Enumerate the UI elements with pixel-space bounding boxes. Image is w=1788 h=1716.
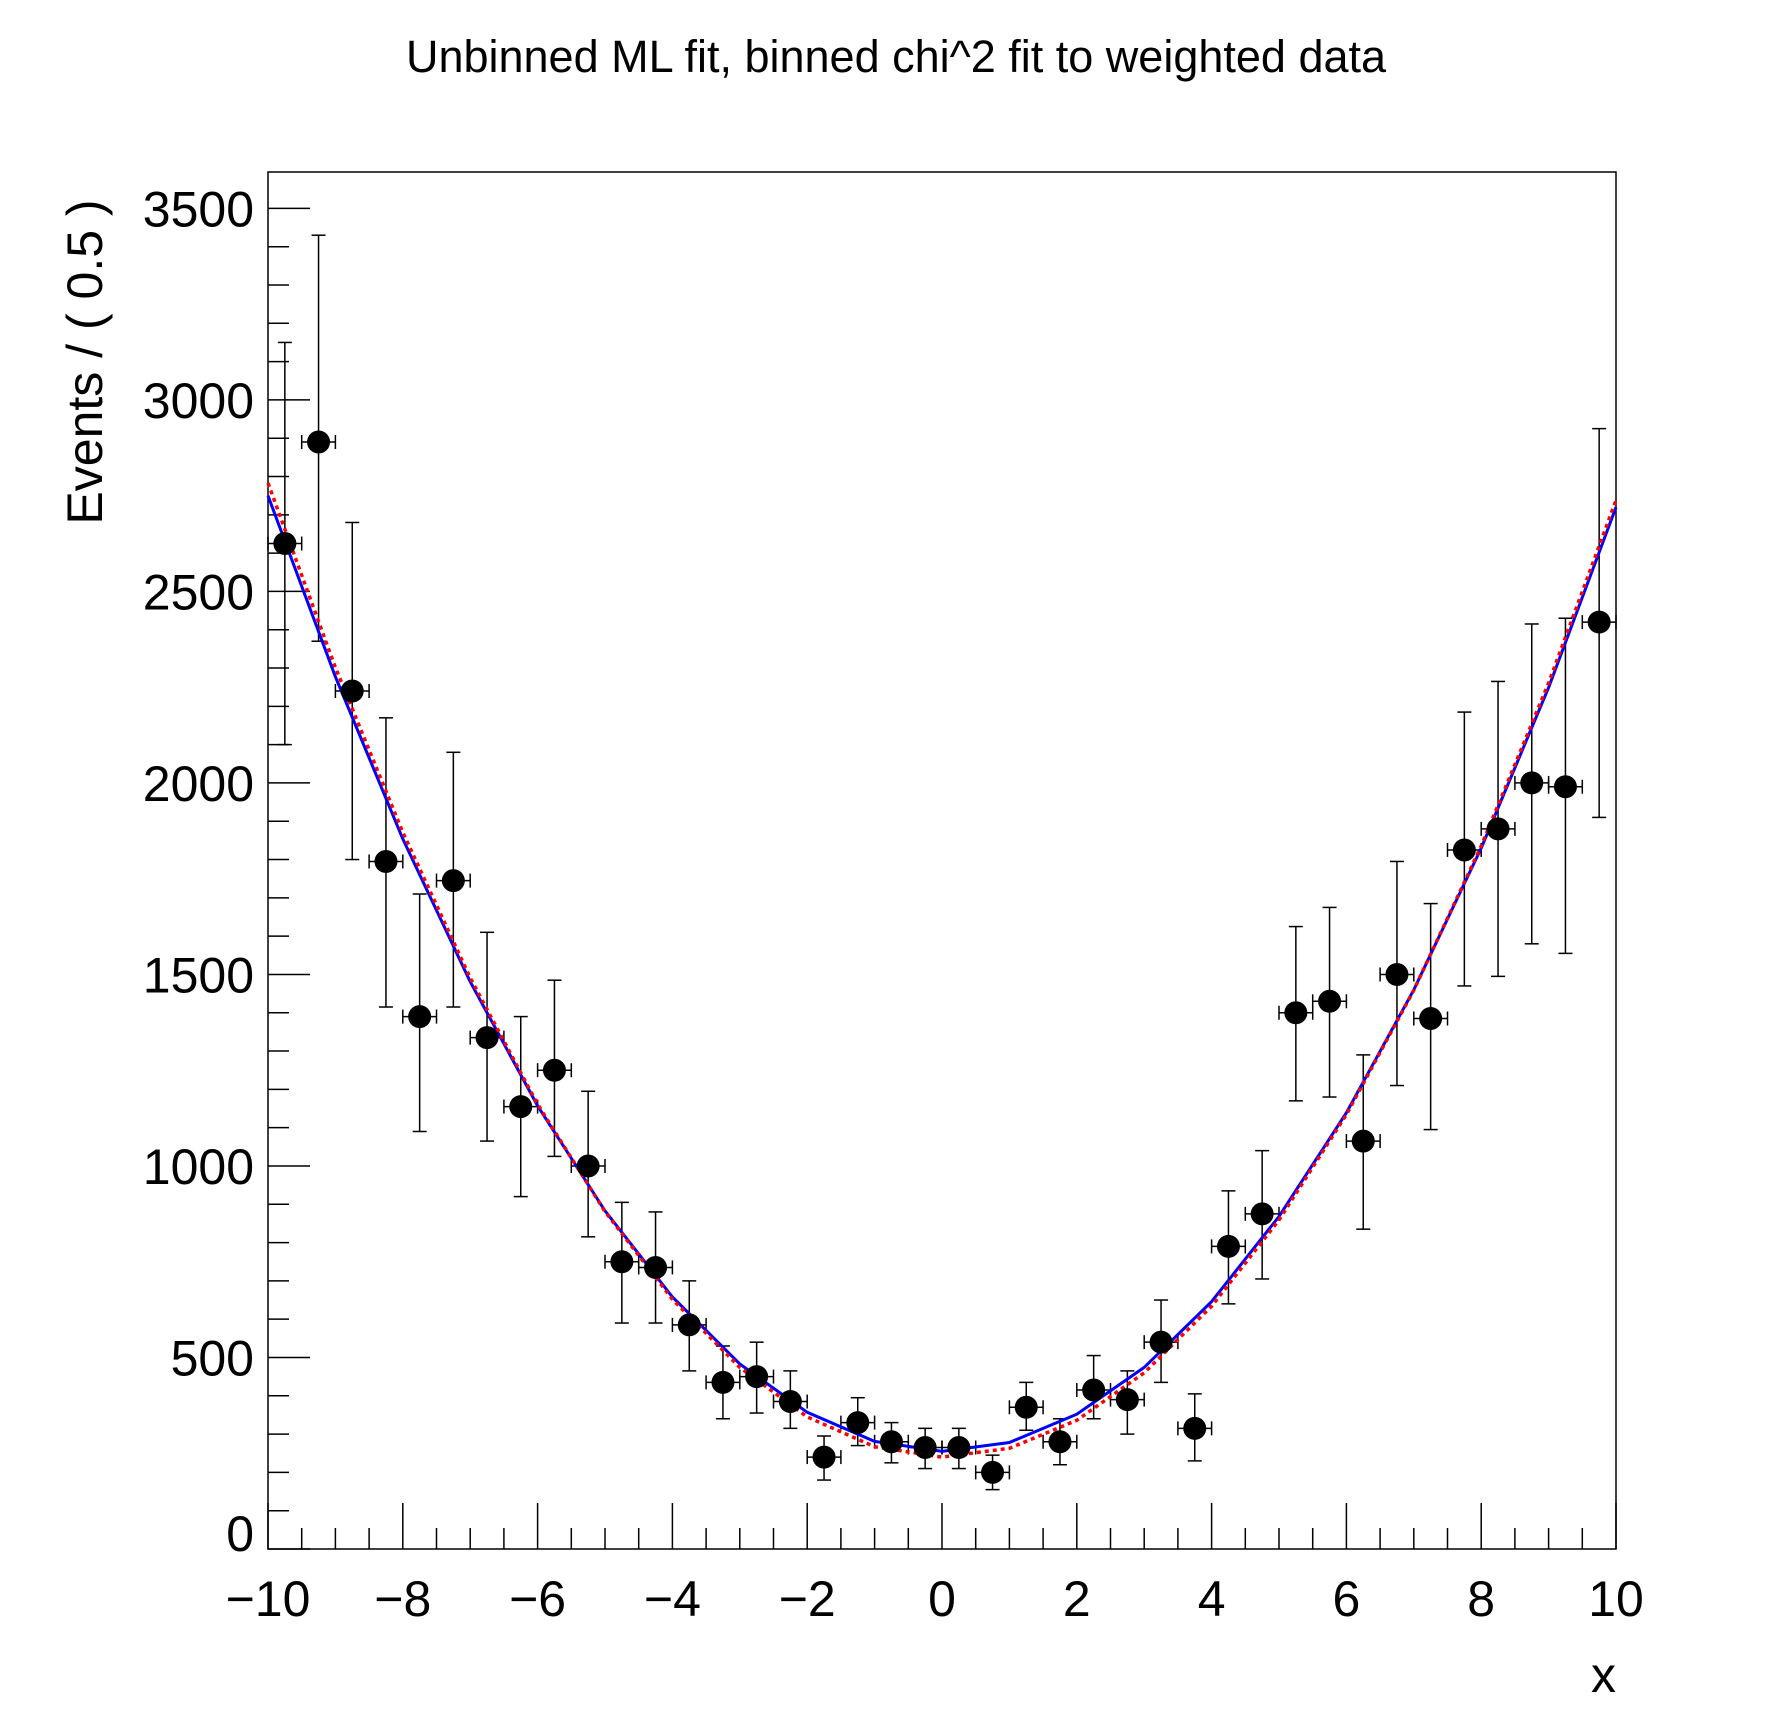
data-point <box>879 1430 903 1454</box>
data-point <box>1115 1388 1139 1412</box>
x-tick-label: −10 <box>226 1571 311 1627</box>
data-point <box>981 1460 1005 1484</box>
fit-curve-dashed <box>266 482 1618 1459</box>
data-point <box>1587 610 1611 634</box>
data-point <box>1452 838 1476 862</box>
plot-frame <box>267 171 1617 1550</box>
y-tick-label: 1500 <box>143 947 254 1003</box>
data-point <box>1048 1430 1072 1454</box>
data-point <box>1385 962 1409 986</box>
y-tick-label: 0 <box>226 1506 254 1562</box>
data-point <box>408 1005 432 1029</box>
data-point <box>1216 1234 1240 1258</box>
x-tick-label: 6 <box>1332 1571 1360 1627</box>
data-point <box>1520 771 1544 795</box>
data-point <box>947 1435 971 1459</box>
data-point <box>1553 775 1577 799</box>
data-point <box>1419 1007 1443 1031</box>
data-point <box>1284 1001 1308 1025</box>
x-axis-label: x <box>1591 1647 1616 1703</box>
data-point <box>273 532 297 556</box>
y-tick-label: 1000 <box>143 1139 254 1195</box>
data-point <box>913 1435 937 1459</box>
data-point <box>374 849 398 873</box>
data-point <box>812 1445 836 1469</box>
chart-title: Unbinned ML fit, binned chi^2 fit to wei… <box>406 31 1387 82</box>
data-point <box>1318 989 1342 1013</box>
x-tick-label: 4 <box>1198 1571 1226 1627</box>
data-point <box>1149 1330 1173 1354</box>
data-point <box>846 1411 870 1435</box>
data-point <box>1486 817 1510 841</box>
x-tick-label: −6 <box>509 1571 566 1627</box>
y-tick-label: 2000 <box>143 756 254 812</box>
x-tick-label: −4 <box>644 1571 701 1627</box>
data-point <box>340 679 364 703</box>
y-tick-label: 3000 <box>143 373 254 429</box>
data-point <box>745 1365 769 1389</box>
x-tick-label: −8 <box>374 1571 431 1627</box>
y-axis-label: Events / ( 0.5 ) <box>57 199 113 524</box>
data-point <box>778 1390 802 1414</box>
data-point <box>576 1154 600 1178</box>
data-point <box>1082 1378 1106 1402</box>
x-tick-label: 2 <box>1063 1571 1091 1627</box>
y-tick-label: 500 <box>171 1330 254 1386</box>
data-point <box>610 1250 634 1274</box>
data-point <box>509 1095 533 1119</box>
data-point <box>644 1255 668 1279</box>
x-tick-label: 10 <box>1588 1571 1644 1627</box>
x-tick-label: 8 <box>1467 1571 1495 1627</box>
data-point <box>677 1313 701 1337</box>
y-tick-label: 3500 <box>143 181 254 237</box>
data-point <box>542 1058 566 1082</box>
x-tick-label: −2 <box>779 1571 836 1627</box>
y-tick-label: 2500 <box>143 564 254 620</box>
data-point <box>475 1026 499 1050</box>
data-point <box>1183 1416 1207 1440</box>
x-tick-label: 0 <box>928 1571 956 1627</box>
data-point <box>711 1370 735 1394</box>
data-point <box>1014 1395 1038 1419</box>
data-point <box>1351 1129 1375 1153</box>
data-point <box>307 430 331 454</box>
data-point <box>1250 1202 1274 1226</box>
data-point <box>441 869 465 893</box>
